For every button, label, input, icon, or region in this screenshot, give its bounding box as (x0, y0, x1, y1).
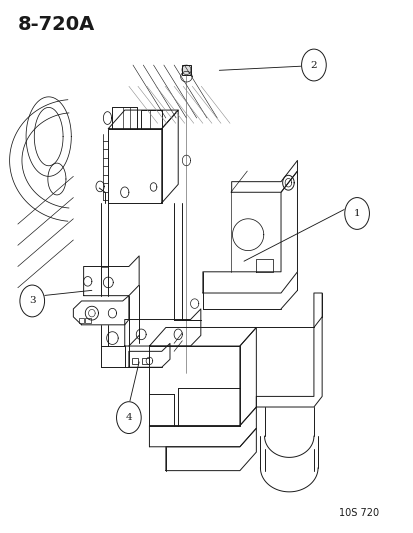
Circle shape (20, 285, 45, 317)
Circle shape (301, 49, 325, 81)
Circle shape (116, 402, 141, 433)
Text: 1: 1 (353, 209, 360, 218)
Bar (181, 65, 190, 75)
Text: 2: 2 (310, 61, 316, 69)
Text: 3: 3 (29, 296, 36, 305)
Text: 10S 720: 10S 720 (338, 508, 378, 519)
Text: 8-720A: 8-720A (18, 14, 95, 34)
Text: 4: 4 (125, 413, 132, 422)
Bar (78, 318, 84, 323)
Bar (85, 318, 90, 323)
Circle shape (344, 198, 368, 229)
Bar (131, 358, 138, 364)
Bar (142, 358, 148, 364)
